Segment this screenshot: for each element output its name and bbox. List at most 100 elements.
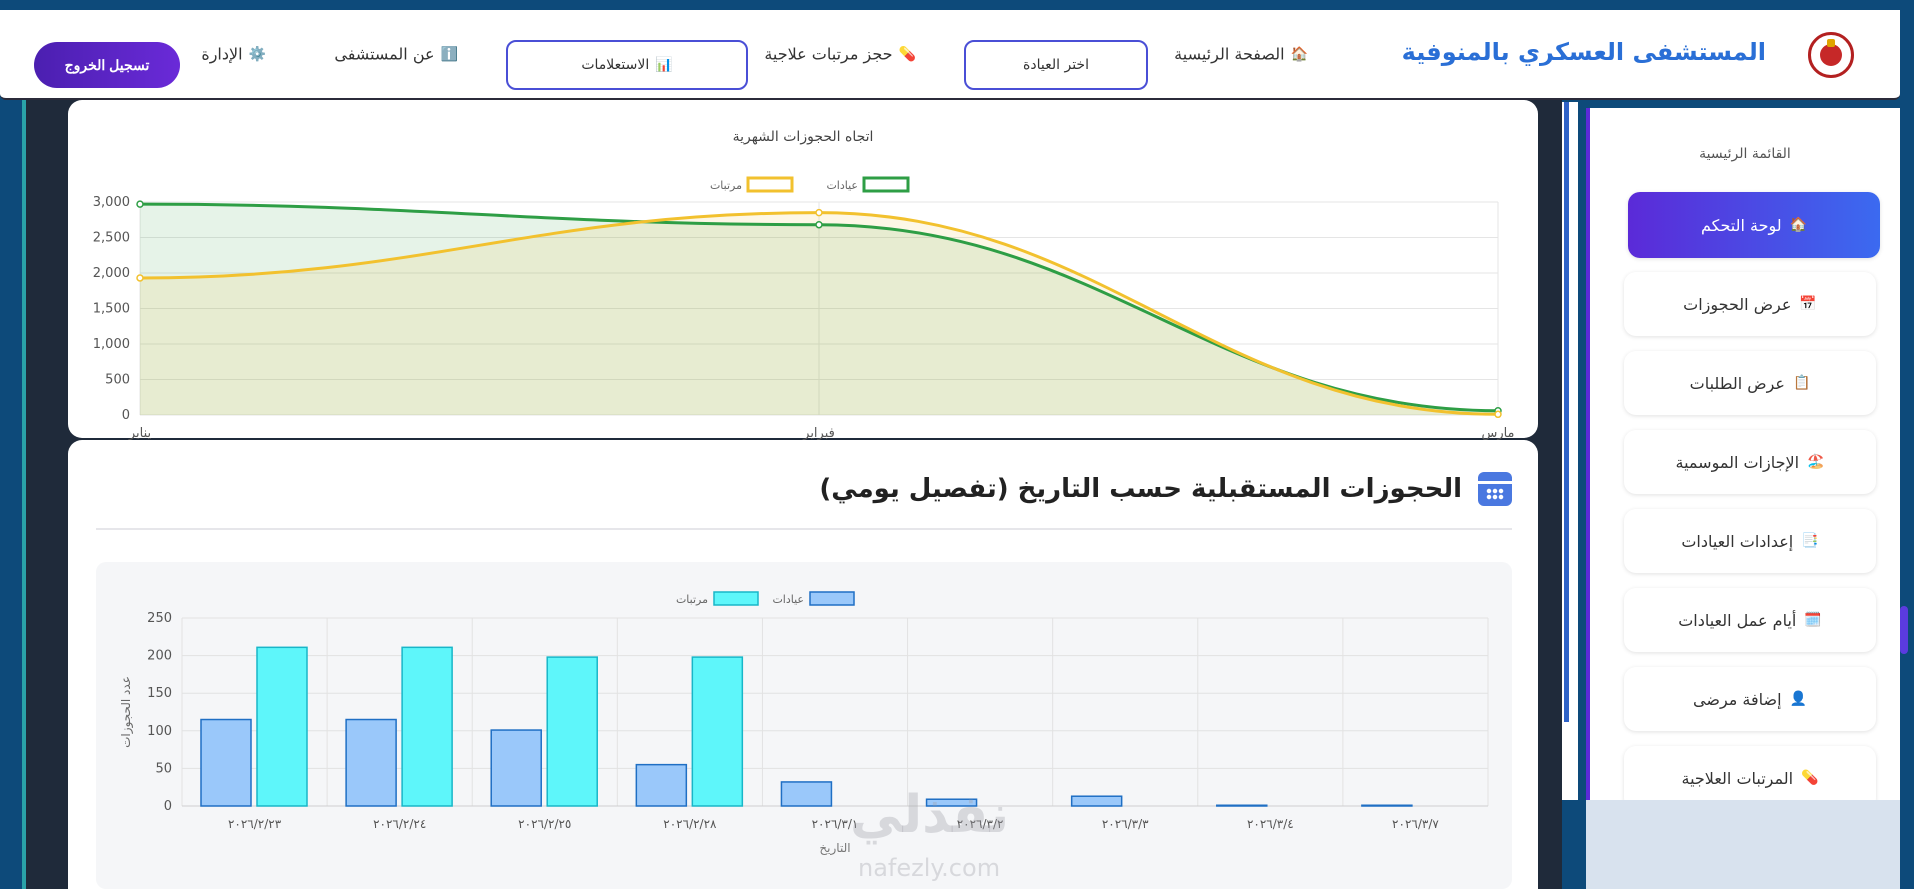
sidebar: القائمة الرئيسية 🏠 لوحة التحكم 📅 عرض الحجوز… [1586,108,1900,810]
beach-icon: 🏖️ [1807,454,1825,470]
y-tick-label: 0 [164,799,172,814]
y-tick-label: 200 [147,649,172,664]
user-icon: 👤 [1789,691,1807,707]
bar-0 [635,763,688,807]
x-tick-label: ٢٠٢٦/٣/٣ [1102,817,1149,831]
site-title[interactable]: المستشفى العسكري بالمنوفية [1401,38,1766,66]
series-area-0 [140,204,1498,415]
x-tick-label: يناير [128,426,152,441]
y-tick-label: 1,500 [93,302,130,317]
legend-swatch-1 [713,591,759,606]
x-tick-label: فبراير [802,426,835,441]
choose-clinic-label: اختر العيادة [1023,57,1089,73]
sidebar-item-label: إضافة مرضى [1693,689,1782,709]
nav-admin-link[interactable]: ⚙️ الإدارة [201,45,266,64]
chart-icon: 📊 [655,57,673,73]
x-tick-label: ٢٠٢٦/٣/٤ [1247,817,1294,831]
sidebar-footer-area [1586,800,1900,889]
series-area-1 [140,212,1498,415]
sidebar-item-seasonal-holidays[interactable]: 🏖️ الإجازات الموسمية [1624,430,1876,494]
x-tick-label: ٢٠٢٦/٣/١ [812,817,859,831]
sidebar-title: القائمة الرئيسية [1699,146,1791,162]
sidebar-scrollbar[interactable] [1900,606,1908,654]
monthly-trend-card: اتجاه الحجوزات الشهرية عيادات مرتبات 0 500 1,… [68,100,1538,441]
sidebar-item-label: عرض الحجوزات [1683,294,1792,314]
series-point [815,208,823,217]
series-point [1494,410,1502,419]
nav-inquiries-label: الاستعلامات [581,57,650,73]
sidebar-item-view-requests[interactable]: 📋 عرض الطلبات [1624,351,1876,415]
watermark-domain: nafezly.com [858,854,1001,882]
gear-icon: ⚙️ [248,46,266,62]
y-tick-label: 0 [122,408,130,423]
sidebar-item-label: لوحة التحكم [1700,215,1782,235]
daily-bookings-chart: عيادات مرتبات 0 50 100 150 200 250 ٢٠٢٦/٢/٢٣ ٢٠٢٦… [119,591,1489,856]
bar-0 [345,718,397,807]
y-tick-label: 100 [147,724,172,739]
x-tick-label: مارس [1481,426,1514,441]
calendar-icon [1478,472,1512,506]
legend-swatch-1 [746,176,794,193]
watermark-brand: نفذلي [850,785,1010,845]
nav-home-link[interactable]: 🏠 الصفحة الرئيسية [1174,45,1308,64]
calendar-icon: 📅 [1799,296,1817,312]
y-tick-label: 2,000 [93,266,130,281]
sidebar-item-dashboard[interactable]: 🏠 لوحة التحكم [1628,192,1880,258]
y-tick-label: 3,000 [93,195,130,210]
nav-about-label: عن المستشفى [334,44,435,64]
legend-label-1: مرتبات [710,179,742,192]
pill-icon: 💊 [1801,770,1819,786]
x-tick-label: ٢٠٢٦/٢/٢٨ [663,817,717,831]
calendar-days-icon: 🗓️ [1804,612,1822,628]
x-tick-label: ٢٠٢٦/٢/٢٥ [518,817,571,831]
home-icon: 🏠 [1789,217,1808,233]
bar-0 [1070,795,1123,807]
y-tick-label: 250 [147,611,172,626]
sidebar-item-label: أيام عمل العيادات [1678,610,1797,630]
x-axis-label: التاريخ [819,841,850,856]
bar-0 [200,718,252,807]
top-navbar: المستشفى العسكري بالمنوفية 🏠 الصفحة الرئ… [0,10,1900,100]
left-edge-accent [22,100,26,889]
hospital-logo-icon[interactable] [1808,32,1854,78]
legend-label-1: مرتبات [676,593,708,606]
sidebar-item-clinic-work-days[interactable]: 🗓️ أيام عمل العيادات [1624,588,1876,652]
sidebar-item-label: المرتبات العلاجية [1681,768,1794,788]
sidebar-item-view-bookings[interactable]: 📅 عرض الحجوزات [1624,272,1876,336]
sidebar-item-label: إعدادات العيادات [1681,531,1794,551]
legend-label-0: عيادات [772,593,804,606]
series-point [136,274,144,282]
bar-1 [546,656,598,807]
chart-title: اتجاه الحجوزات الشهرية [733,129,874,145]
section-divider [96,528,1512,530]
x-tick-label: ٢٠٢٦/٣/٧ [1392,817,1439,831]
bar-0 [1216,804,1268,807]
y-tick-label: 2,500 [93,231,130,246]
series-point [815,220,823,229]
logout-button[interactable]: تسجيل الخروج [34,42,180,88]
legend-swatch-0 [862,176,910,193]
bar-0 [1361,804,1413,807]
sidebar-item-label: الإجازات الموسمية [1675,452,1800,472]
nav-about-link[interactable]: ℹ️ عن المستشفى [334,45,458,64]
sidebar-item-treatment-salaries[interactable]: 💊 المرتبات العلاجية [1624,746,1876,810]
sidebar-item-add-patients[interactable]: 👤 إضافة مرضى [1624,667,1876,731]
home-icon: 🏠 [1290,46,1308,62]
sidebar-item-label: عرض الطلبات [1689,373,1785,393]
info-icon: ℹ️ [440,46,458,62]
section-title: الحجوزات المستقبلية حسب التاريخ (تفصيل ي… [819,474,1462,504]
x-tick-label: ٢٠٢٦/٣/٢ [957,817,1004,831]
y-axis-label: عدد الحجوزات [119,676,134,748]
nav-inquiries-button[interactable]: 📊 الاستعلامات [506,40,748,90]
daily-bookings-panel: عيادات مرتبات 0 50 100 150 200 250 ٢٠٢٦/٢/٢٣ ٢٠٢٦… [96,562,1512,889]
nav-book-link[interactable]: 💊 حجز مرتبات علاجية [764,45,916,64]
choose-clinic-button[interactable]: اختر العيادة [964,40,1148,90]
sidebar-item-clinic-settings[interactable]: 📑 إعدادات العيادات [1624,509,1876,573]
series-point [136,200,144,208]
bar-0 [780,781,833,807]
x-tick-label: ٢٠٢٦/٢/٢٤ [373,817,426,831]
pill-icon: 💊 [898,46,916,62]
clipboard-icon: 📋 [1792,375,1811,391]
y-tick-label: 50 [155,761,172,776]
y-tick-label: 150 [147,686,172,701]
